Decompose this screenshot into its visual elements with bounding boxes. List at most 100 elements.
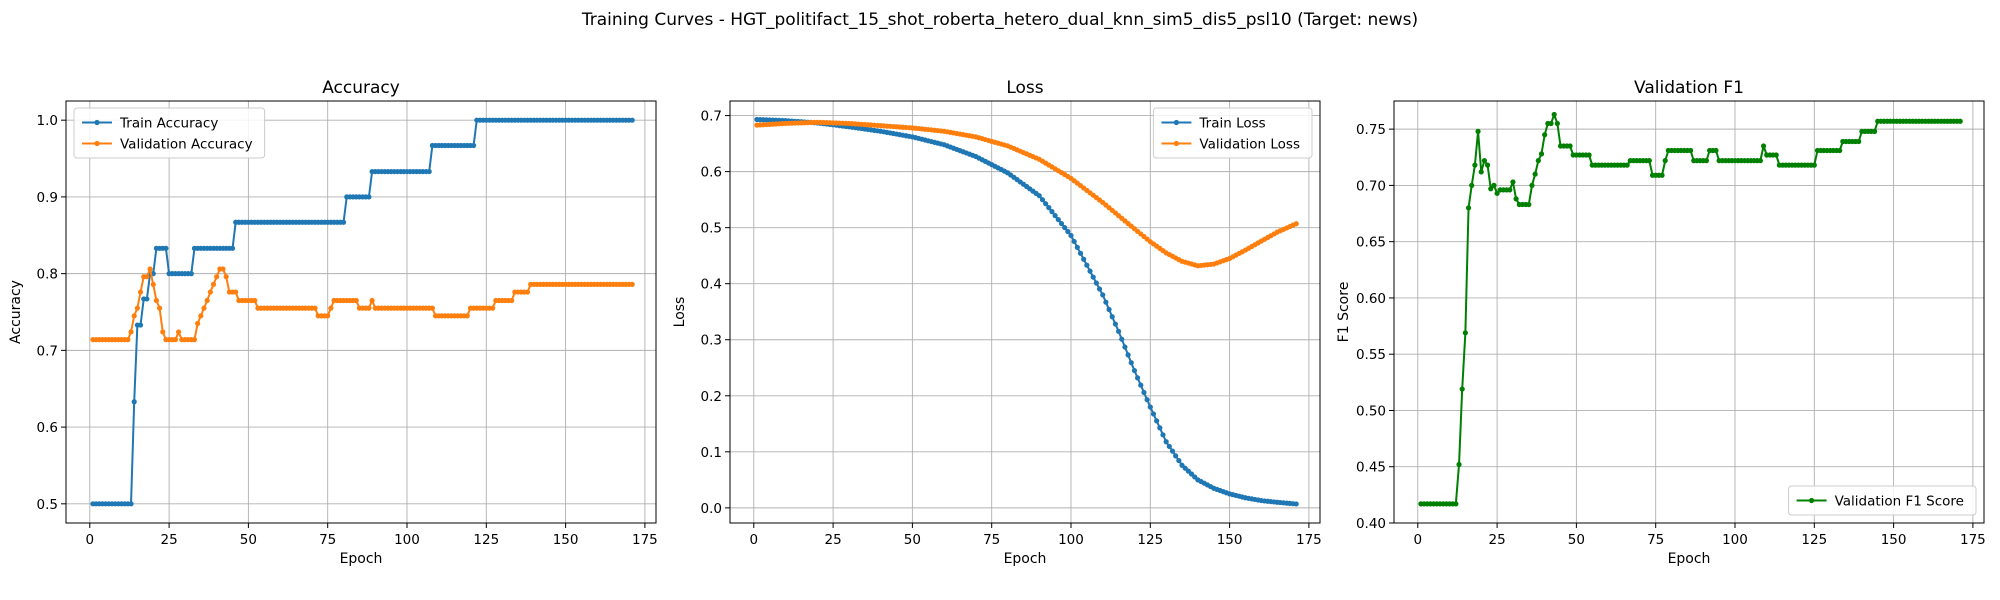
f1-legend: Validation F1 Score bbox=[1788, 485, 1977, 516]
accuracy-xtick-label: 75 bbox=[319, 532, 336, 548]
validation-f1-score-point bbox=[1659, 172, 1665, 178]
f1-ytick-label: 0.60 bbox=[1356, 291, 1386, 307]
validation-accuracy-legend-item: Validation Accuracy bbox=[82, 137, 253, 153]
validation-loss-legend-marker bbox=[1173, 140, 1180, 147]
validation-f1-score-legend-item: Validation F1 Score bbox=[1796, 494, 1964, 510]
f1-ytick-label: 0.75 bbox=[1356, 122, 1386, 138]
validation-f1-score-point bbox=[1478, 169, 1484, 175]
validation-f1-score-point bbox=[1757, 158, 1763, 164]
loss-ytick-label: 0.6 bbox=[701, 165, 722, 181]
loss-xtick-label: 50 bbox=[904, 532, 921, 548]
validation-accuracy-point bbox=[191, 337, 198, 343]
loss-ylabel: Loss bbox=[672, 297, 688, 328]
train-loss-point bbox=[1150, 411, 1157, 417]
validation-f1-score-point bbox=[1646, 158, 1652, 164]
train-loss-line bbox=[756, 118, 1297, 505]
validation-accuracy-point bbox=[207, 289, 213, 295]
validation-f1-score-legend-marker bbox=[1808, 497, 1815, 504]
train-loss-point bbox=[1160, 432, 1166, 438]
validation-accuracy-point bbox=[353, 297, 359, 304]
train-loss-point bbox=[1103, 299, 1109, 305]
validation-accuracy-point bbox=[144, 274, 150, 280]
validation-accuracy-point bbox=[509, 297, 515, 304]
f1-ytick-label: 0.55 bbox=[1356, 347, 1386, 363]
validation-f1-score-point bbox=[1535, 158, 1541, 164]
validation-f1-score-point bbox=[1491, 182, 1497, 188]
accuracy-series-group bbox=[90, 117, 635, 507]
loss-ytick-label: 0.1 bbox=[701, 445, 722, 461]
accuracy-xtick-label: 125 bbox=[473, 532, 499, 548]
train-loss-point bbox=[1176, 457, 1182, 464]
train-loss-point bbox=[1163, 439, 1169, 445]
train-loss-point bbox=[1055, 216, 1061, 223]
validation-accuracy-point bbox=[137, 289, 144, 295]
loss-xtick-label: 150 bbox=[1217, 532, 1243, 548]
train-loss-point bbox=[1100, 292, 1106, 298]
train-loss-point bbox=[1144, 397, 1150, 403]
train-loss-point bbox=[1081, 256, 1087, 262]
validation-accuracy-point bbox=[150, 281, 156, 287]
train-loss-point bbox=[1119, 336, 1125, 342]
train-accuracy-point bbox=[188, 271, 194, 277]
train-loss-legend-marker bbox=[1173, 119, 1180, 126]
validation-f1-score-point bbox=[1484, 162, 1491, 168]
validation-accuracy-point bbox=[366, 305, 372, 311]
validation-accuracy-point bbox=[233, 289, 239, 295]
loss-ytick-label: 0.5 bbox=[701, 221, 722, 237]
train-loss-point bbox=[1058, 220, 1065, 227]
validation-f1-score-point bbox=[1624, 162, 1630, 168]
train-loss-point bbox=[1154, 418, 1160, 424]
loss-chart: 0 25 50 75 100 125 150 175 0.0 0.1 0.2 0.3 0.4 0.5 0.6… bbox=[672, 78, 1322, 567]
accuracy-ytick-label: 0.8 bbox=[37, 267, 58, 283]
loss-ytick-label: 0.0 bbox=[701, 501, 722, 517]
train-accuracy-point bbox=[426, 168, 432, 175]
train-accuracy-point bbox=[629, 117, 635, 123]
train-accuracy-point bbox=[163, 245, 169, 251]
validation-f1-score-point bbox=[1469, 182, 1475, 188]
train-loss-point bbox=[1052, 213, 1058, 219]
train-loss-point bbox=[1138, 382, 1144, 388]
accuracy-axes-frame bbox=[65, 100, 657, 524]
validation-f1-score-point bbox=[1453, 501, 1459, 507]
loss-xtick-label: 125 bbox=[1137, 532, 1163, 548]
validation-accuracy-point bbox=[153, 297, 159, 304]
accuracy-legend: Train Accuracy Validation Accuracy bbox=[73, 107, 266, 159]
validation-accuracy-point bbox=[128, 329, 134, 335]
train-loss-point bbox=[1046, 205, 1052, 211]
train-loss-point bbox=[1131, 367, 1138, 374]
train-accuracy-point bbox=[471, 142, 477, 149]
validation-f1-score-point bbox=[1554, 120, 1560, 127]
validation-accuracy-point bbox=[252, 297, 258, 304]
validation-accuracy-point bbox=[214, 274, 220, 280]
loss-ytick-label: 0.3 bbox=[701, 333, 722, 349]
loss-series-group bbox=[754, 116, 1299, 507]
f1-chart: 0 25 50 75 100 125 150 175 0.40 0.45 0.50 0.55 0.60 0… bbox=[1336, 78, 1986, 567]
train-accuracy-point bbox=[144, 296, 150, 302]
validation-accuracy-legend-label: Validation Accuracy bbox=[120, 137, 253, 153]
validation-f1-score-point bbox=[1472, 162, 1478, 168]
loss-legend: Train Loss Validation Loss bbox=[1152, 107, 1313, 159]
accuracy-ytick-label: 0.9 bbox=[37, 190, 58, 206]
train-accuracy-point bbox=[340, 219, 347, 225]
train-accuracy-legend-item: Train Accuracy bbox=[82, 116, 218, 132]
train-loss-point bbox=[1115, 328, 1122, 334]
train-loss-point bbox=[1074, 244, 1080, 250]
validation-accuracy-point bbox=[204, 297, 210, 304]
validation-f1-score-point bbox=[1662, 158, 1668, 164]
f1-title: Validation F1 bbox=[1634, 78, 1744, 98]
loss-legend-box bbox=[1152, 107, 1313, 159]
train-loss-point bbox=[1166, 443, 1172, 450]
validation-f1-score-point bbox=[1811, 162, 1817, 168]
train-loss-point bbox=[1096, 286, 1103, 292]
validation-accuracy-point bbox=[312, 305, 318, 311]
train-loss-point bbox=[1043, 201, 1049, 207]
train-loss-point bbox=[1036, 193, 1042, 199]
f1-xtick-label: 125 bbox=[1801, 532, 1827, 548]
f1-xtick-label: 100 bbox=[1722, 532, 1748, 548]
train-loss-point bbox=[1125, 352, 1131, 358]
loss-ytick-label: 0.2 bbox=[701, 389, 722, 405]
f1-xtick-label: 75 bbox=[1647, 532, 1664, 548]
validation-f1-score-point bbox=[1481, 158, 1487, 164]
validation-accuracy-point bbox=[147, 266, 153, 272]
validation-accuracy-point bbox=[201, 305, 207, 311]
